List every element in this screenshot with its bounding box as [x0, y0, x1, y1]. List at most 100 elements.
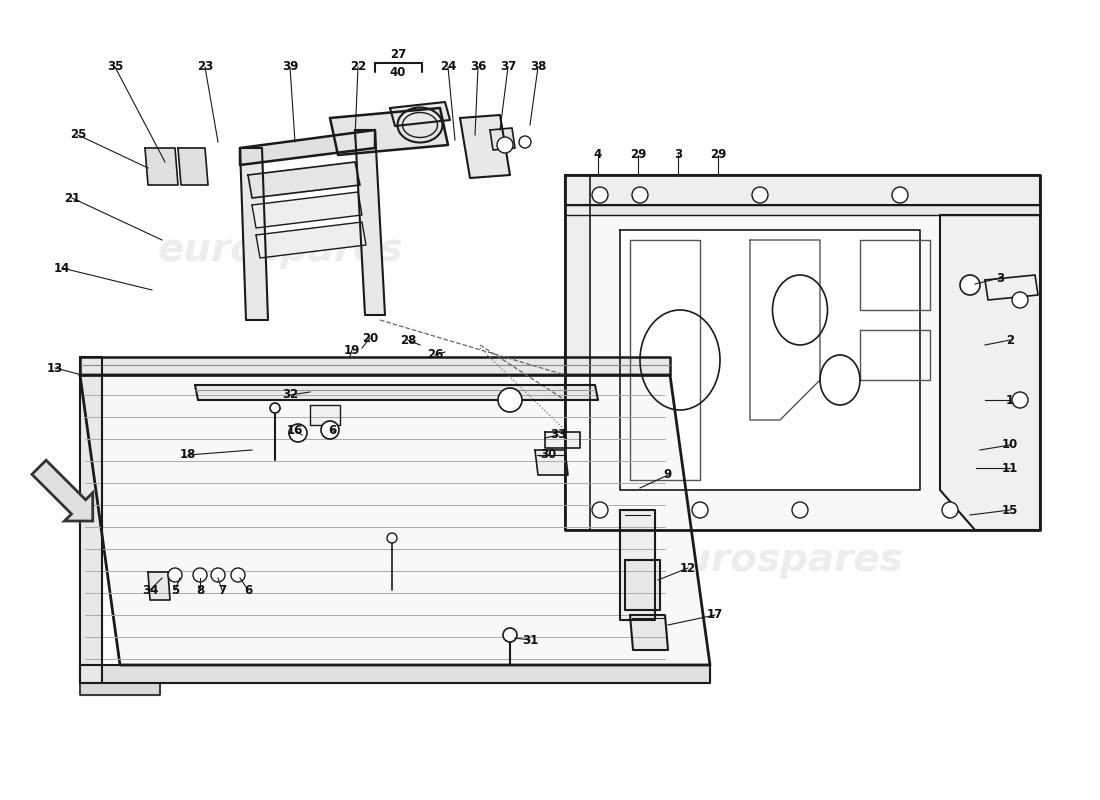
- Polygon shape: [256, 222, 366, 258]
- Text: 12: 12: [680, 562, 696, 574]
- Circle shape: [1012, 392, 1028, 408]
- Polygon shape: [625, 560, 660, 610]
- Text: 5: 5: [170, 583, 179, 597]
- Text: 9: 9: [664, 469, 672, 482]
- Circle shape: [289, 424, 307, 442]
- Text: 29: 29: [630, 149, 646, 162]
- Text: 20: 20: [362, 331, 378, 345]
- Circle shape: [960, 275, 980, 295]
- Circle shape: [211, 568, 226, 582]
- Polygon shape: [630, 615, 668, 650]
- Polygon shape: [565, 205, 1040, 215]
- Polygon shape: [32, 460, 92, 521]
- Polygon shape: [940, 215, 1040, 530]
- Polygon shape: [620, 230, 920, 490]
- Circle shape: [1012, 292, 1028, 308]
- Polygon shape: [390, 102, 450, 126]
- Text: 34: 34: [142, 583, 158, 597]
- Text: 17: 17: [707, 609, 723, 622]
- Polygon shape: [80, 357, 670, 375]
- Polygon shape: [80, 375, 710, 665]
- Circle shape: [192, 568, 207, 582]
- Text: 3: 3: [996, 271, 1004, 285]
- Text: 2: 2: [1005, 334, 1014, 346]
- Text: 19: 19: [344, 343, 360, 357]
- Polygon shape: [620, 510, 654, 620]
- Text: 1: 1: [1005, 394, 1014, 406]
- Polygon shape: [355, 130, 385, 315]
- Text: eurospares: eurospares: [657, 541, 903, 579]
- Polygon shape: [80, 357, 102, 683]
- Polygon shape: [252, 192, 362, 228]
- Text: 32: 32: [282, 389, 298, 402]
- Circle shape: [387, 533, 397, 543]
- Text: 6: 6: [244, 583, 252, 597]
- Text: 33: 33: [550, 429, 566, 442]
- Circle shape: [270, 403, 280, 413]
- Text: 13: 13: [47, 362, 63, 374]
- Circle shape: [321, 421, 339, 439]
- Polygon shape: [565, 175, 1040, 205]
- Polygon shape: [248, 162, 360, 198]
- Text: 8: 8: [196, 583, 205, 597]
- Text: 23: 23: [197, 61, 213, 74]
- Circle shape: [752, 187, 768, 203]
- Text: 14: 14: [54, 262, 70, 274]
- Text: eurospares: eurospares: [657, 231, 903, 269]
- Circle shape: [592, 502, 608, 518]
- Polygon shape: [240, 130, 375, 165]
- Polygon shape: [330, 108, 448, 155]
- Text: 35: 35: [107, 61, 123, 74]
- Text: 4: 4: [594, 149, 602, 162]
- Circle shape: [792, 502, 808, 518]
- Polygon shape: [145, 148, 178, 185]
- Polygon shape: [80, 683, 160, 695]
- Text: 6: 6: [328, 423, 337, 437]
- Text: eurospares: eurospares: [157, 541, 403, 579]
- Text: 11: 11: [1002, 462, 1019, 474]
- Polygon shape: [460, 115, 510, 178]
- Circle shape: [231, 568, 245, 582]
- Polygon shape: [310, 405, 340, 425]
- Circle shape: [503, 628, 517, 642]
- Text: 31: 31: [521, 634, 538, 646]
- Polygon shape: [178, 148, 208, 185]
- Text: 40: 40: [389, 66, 406, 78]
- Circle shape: [498, 388, 522, 412]
- Polygon shape: [535, 450, 568, 475]
- Circle shape: [692, 502, 708, 518]
- Text: 18: 18: [179, 449, 196, 462]
- Text: 26: 26: [427, 349, 443, 362]
- Polygon shape: [80, 665, 710, 683]
- Polygon shape: [148, 572, 170, 600]
- Polygon shape: [544, 432, 580, 448]
- Circle shape: [168, 568, 182, 582]
- Text: 38: 38: [530, 61, 547, 74]
- Circle shape: [942, 502, 958, 518]
- Text: 28: 28: [399, 334, 416, 346]
- Circle shape: [892, 187, 907, 203]
- Text: 37: 37: [499, 61, 516, 74]
- Text: 3: 3: [674, 149, 682, 162]
- Circle shape: [592, 187, 608, 203]
- Text: 22: 22: [350, 61, 366, 74]
- Polygon shape: [240, 148, 268, 320]
- Text: 16: 16: [287, 423, 304, 437]
- Circle shape: [632, 187, 648, 203]
- Text: 21: 21: [64, 191, 80, 205]
- Text: 25: 25: [69, 129, 86, 142]
- Text: 15: 15: [1002, 503, 1019, 517]
- Text: 29: 29: [710, 149, 726, 162]
- Circle shape: [519, 136, 531, 148]
- Text: 30: 30: [540, 449, 557, 462]
- Text: eurospares: eurospares: [157, 231, 403, 269]
- Text: 24: 24: [440, 61, 456, 74]
- Text: 7: 7: [218, 583, 227, 597]
- Text: 36: 36: [470, 61, 486, 74]
- Text: 39: 39: [282, 61, 298, 74]
- Text: 10: 10: [1002, 438, 1019, 451]
- Polygon shape: [984, 275, 1038, 300]
- Polygon shape: [490, 128, 515, 150]
- Text: 27: 27: [389, 49, 406, 62]
- Polygon shape: [565, 175, 590, 530]
